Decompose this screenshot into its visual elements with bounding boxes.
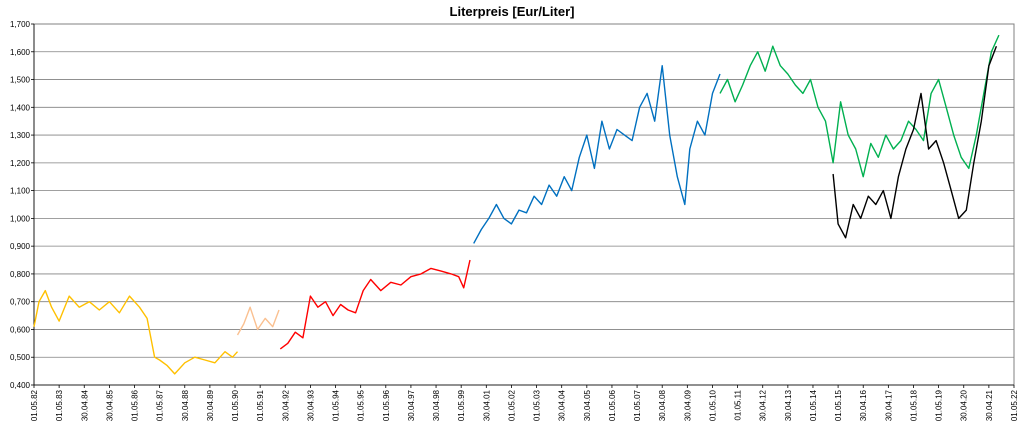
x-tick-label: 30.04.08 (658, 389, 667, 421)
x-tick-label: 30.04.16 (859, 389, 868, 421)
x-tick-label: 30.04.92 (281, 389, 290, 421)
x-tick-label: 01.05.96 (382, 389, 391, 421)
x-tick-label: 01.05.07 (633, 389, 642, 421)
x-tick-label: 01.05.82 (30, 389, 39, 421)
x-tick-label: 30.04.17 (884, 389, 893, 421)
x-tick-label: 30.04.05 (583, 389, 592, 421)
x-tick-label: 01.05.94 (332, 389, 341, 421)
x-tick-label: 30.04.98 (432, 389, 441, 421)
x-tick-label: 30.04.01 (482, 389, 491, 421)
x-tick-label: 01.05.11 (734, 389, 743, 420)
x-tick-label: 01.05.22 (1010, 389, 1019, 421)
x-tick-label: 30.04.04 (558, 389, 567, 421)
y-tick-label: 1,700 (10, 20, 31, 29)
x-tick-label: 30.04.84 (80, 389, 89, 421)
x-tick-label: 30.04.93 (306, 389, 315, 421)
series-line-1 (33, 289, 239, 375)
x-tick-label: 01.05.99 (457, 389, 466, 421)
y-tick-label: 1,500 (10, 76, 31, 85)
x-tick-label: 01.05.03 (533, 389, 542, 421)
x-tick-label: 30.04.20 (960, 389, 969, 421)
y-tick-label: 1,600 (10, 48, 31, 57)
x-tick-label: 01.05.86 (131, 389, 140, 421)
x-tick-label: 30.04.21 (985, 389, 994, 421)
y-tick-label: 1,000 (10, 214, 31, 223)
x-tick-label: 30.04.12 (759, 389, 768, 421)
y-tick-label: 0,600 (10, 325, 31, 334)
x-tick-label: 01.05.06 (608, 389, 617, 421)
y-tick-label: 1,400 (10, 103, 31, 112)
series-line-5 (719, 34, 1000, 178)
y-tick-label: 0,800 (10, 270, 31, 279)
plot-area (33, 23, 1015, 386)
x-tick-label: 01.05.19 (935, 389, 944, 421)
y-tick-label: 0,400 (10, 381, 31, 390)
x-tick-label: 01.05.15 (834, 389, 843, 421)
x-tick-label: 01.05.10 (708, 389, 717, 421)
x-tick-label: 01.05.83 (55, 389, 64, 421)
y-tick-label: 0,700 (10, 298, 31, 307)
x-tick-label: 30.04.85 (105, 389, 114, 421)
series-line-6 (832, 45, 998, 239)
x-tick-label: 30.04.13 (784, 389, 793, 421)
chart-title: Literpreis [Eur/Liter] (449, 4, 575, 19)
y-tick-label: 1,200 (10, 159, 31, 168)
x-tick-label: 01.05.95 (357, 389, 366, 421)
x-tick-label: 01.05.87 (156, 389, 165, 421)
x-tick-label: 30.04.97 (407, 389, 416, 421)
y-tick-label: 1,100 (10, 187, 31, 196)
x-tick-label: 30.04.09 (683, 389, 692, 421)
x-tick-label: 30.04.88 (181, 389, 190, 421)
x-tick-label: 01.05.90 (231, 389, 240, 421)
y-tick-label: 0,900 (10, 242, 31, 251)
x-tick-label: 01.05.02 (507, 389, 516, 421)
series-line-3 (279, 259, 471, 350)
x-tick-label: 30.04.89 (206, 389, 215, 421)
series-line-4 (473, 64, 721, 244)
series-line-2 (236, 306, 280, 336)
x-tick-label: 01.05.14 (809, 389, 818, 421)
x-tick-label: 01.05.91 (256, 389, 265, 421)
y-tick-label: 1,300 (10, 131, 31, 140)
x-tick-label: 01.05.18 (909, 389, 918, 421)
y-tick-label: 0,500 (10, 353, 31, 362)
